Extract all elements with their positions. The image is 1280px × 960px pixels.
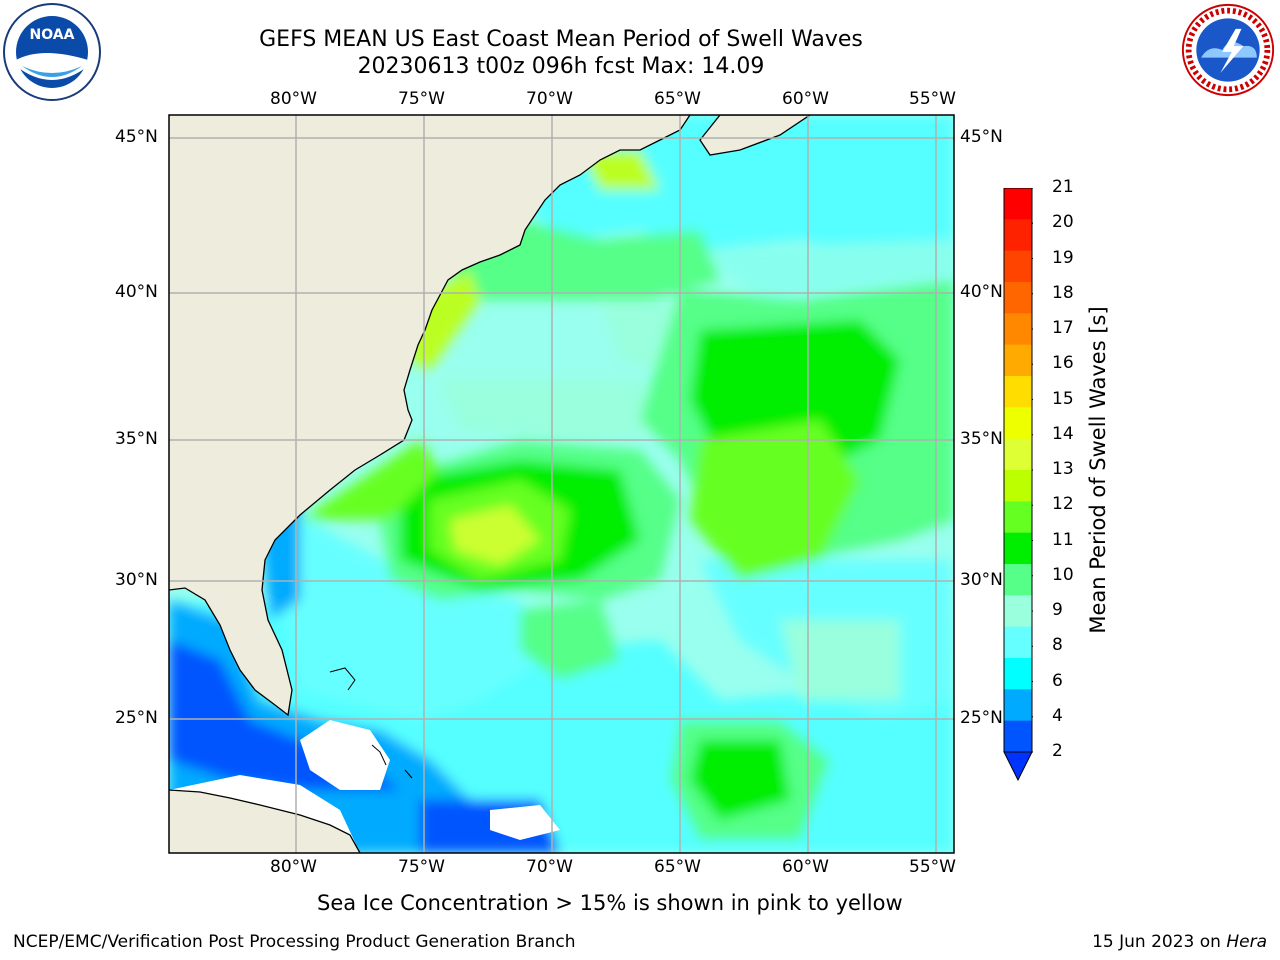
lon-label-bottom: 75°W: [398, 857, 445, 877]
lat-label-right: 35°N: [960, 429, 1003, 449]
colorbar-tick-label: 14: [1052, 423, 1074, 444]
coastline-nova-scotia: [699, 115, 812, 156]
colorbar-bin: [1004, 407, 1032, 440]
land-mass: [169, 115, 690, 715]
colorbar-tick-label: 16: [1052, 353, 1074, 374]
colorbar-tick-label: 13: [1052, 459, 1074, 479]
coastline: [169, 115, 691, 717]
lat-label-right: 30°N: [960, 570, 1003, 590]
colorbar-tick-label: 20: [1052, 212, 1074, 233]
map-title: GEFS MEAN US East Coast Mean Period of S…: [259, 27, 863, 52]
colorbar: [1003, 188, 1033, 782]
colorbar-tick-label: 21: [1052, 177, 1074, 197]
lon-label-bottom: 70°W: [526, 857, 573, 877]
sea-ice-note: Sea Ice Concentration > 15% is shown in …: [317, 891, 903, 915]
colorbar-tick-label: 18: [1052, 282, 1074, 303]
colorbar-bin: [1004, 250, 1032, 283]
footer-credit: NCEP/EMC/Verification Post Processing Pr…: [13, 932, 576, 952]
lat-label-right: 25°N: [960, 708, 1003, 728]
lon-label-top: 75°W: [398, 89, 445, 109]
lon-label-bottom: 80°W: [270, 857, 317, 877]
footer-date-text: 15 Jun 2023 on: [1092, 932, 1227, 952]
colorbar-tick-label: 12: [1052, 494, 1074, 515]
coastline-cuba: [169, 789, 361, 853]
colorbar-tick-label: 6: [1052, 670, 1063, 691]
lon-label-top: 55°W: [909, 89, 956, 109]
colorbar-bin: [1004, 626, 1032, 659]
colorbar-bin: [1004, 282, 1032, 314]
colorbar-tick-label: 9: [1052, 600, 1063, 620]
colorbar-bin: [1004, 470, 1032, 502]
lat-label-left: 30°N: [115, 570, 158, 590]
lon-label-bottom: 55°W: [909, 857, 956, 877]
colorbar-bin: [1004, 188, 1032, 220]
lon-label-bottom: 65°W: [654, 857, 701, 877]
lat-label-left: 40°N: [115, 282, 158, 302]
colorbar-bin: [1004, 532, 1032, 565]
colorbar-bin: [1004, 689, 1032, 722]
footer-date: 15 Jun 2023 on Hera: [1092, 932, 1267, 952]
noaa-logo: NOAA: [3, 3, 101, 101]
coastline-bahamas: [329, 667, 413, 779]
colorbar-bin: [1004, 344, 1032, 377]
colorbar-bin: [1004, 501, 1032, 534]
lat-label-left: 25°N: [115, 708, 158, 728]
footer-machine: Hera: [1226, 932, 1267, 952]
colorbar-tick-label: 11: [1052, 529, 1074, 550]
colorbar-label: Mean Period of Swell Waves [s]: [1086, 306, 1110, 634]
noaa-logo-text: NOAA: [30, 27, 75, 43]
colorbar-bin: [1004, 720, 1032, 753]
lon-label-top: 60°W: [782, 89, 829, 109]
nova-scotia: [700, 115, 810, 155]
colorbar-bin: [1004, 438, 1032, 471]
colorbar-bin: [1004, 564, 1032, 596]
lon-label-top: 70°W: [526, 89, 573, 109]
colorbar-extend-arrow: [1003, 751, 1033, 782]
colorbar-tick-label: 17: [1052, 318, 1074, 338]
colorbar-tick-label: 8: [1052, 635, 1063, 656]
colorbar-bin: [1004, 313, 1032, 346]
colorbar-bin: [1004, 376, 1032, 408]
lon-label-bottom: 60°W: [782, 857, 829, 877]
missing-data-patch: [490, 805, 560, 840]
colorbar-bin: [1004, 658, 1032, 690]
lat-label-right: 45°N: [960, 127, 1003, 147]
graticule: [169, 115, 954, 853]
colorbar-tick-label: 10: [1052, 564, 1074, 585]
colorbar-bin: [1004, 219, 1032, 252]
lat-label-right: 40°N: [960, 282, 1003, 302]
map-frame: [168, 114, 955, 854]
map-subtitle: 20230613 t00z 096h fcst Max: 14.09: [357, 54, 765, 79]
lat-label-left: 35°N: [115, 429, 158, 449]
lon-label-top: 65°W: [654, 89, 701, 109]
cuba: [169, 790, 360, 853]
lon-label-top: 80°W: [270, 89, 317, 109]
colorbar-bin: [1004, 595, 1032, 628]
nws-logo: [1181, 3, 1275, 97]
colorbar-tick-label: 15: [1052, 388, 1074, 409]
colorbar-tick-label: 19: [1052, 247, 1074, 268]
colorbar-tick-label: 2: [1052, 741, 1063, 761]
colorbar-tick-label: 4: [1052, 705, 1063, 726]
lat-label-left: 45°N: [115, 127, 158, 147]
missing-data-patch: [300, 720, 390, 790]
